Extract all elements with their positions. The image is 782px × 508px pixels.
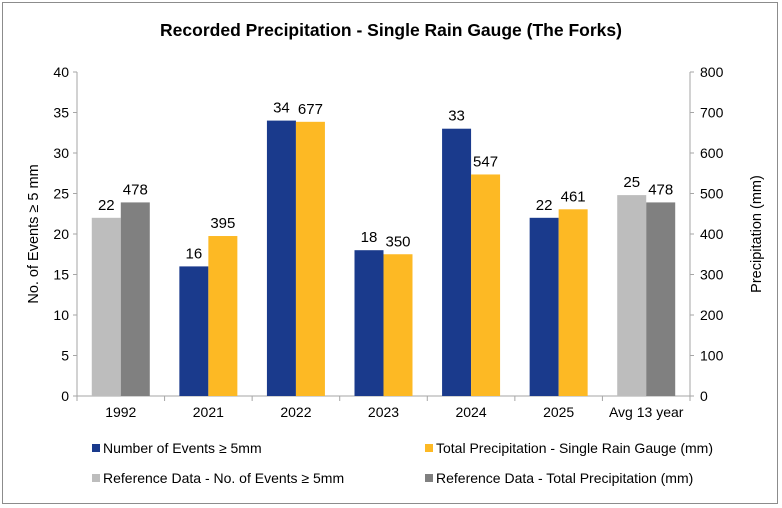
data-label: 547 xyxy=(473,153,498,170)
y-left-tick-label: 10 xyxy=(53,307,69,323)
data-label: 350 xyxy=(385,233,410,250)
data-label: 22 xyxy=(536,197,553,214)
legend-item-1: Number of Events ≥ 5mm xyxy=(92,440,262,456)
y-left-tick-label: 15 xyxy=(53,267,69,283)
data-label: 33 xyxy=(448,108,465,125)
bar-1 xyxy=(179,266,209,396)
data-label: 478 xyxy=(648,181,673,198)
data-label: 478 xyxy=(123,181,148,198)
y-left-tick-label: 20 xyxy=(53,226,69,242)
y-left-tick-label: 5 xyxy=(61,348,69,364)
x-tick-label: 2023 xyxy=(368,404,399,420)
bar-2 xyxy=(471,174,501,396)
data-label: 677 xyxy=(298,101,323,118)
bar-2 xyxy=(295,121,325,396)
bar-2 xyxy=(383,254,413,396)
x-tick-label: Avg 13 year xyxy=(609,404,684,420)
bar-4 xyxy=(120,202,150,396)
y-right-tick-label: 600 xyxy=(700,145,724,161)
y-axis-right-label: Precipitation (mm) xyxy=(749,175,765,293)
legend-label: Reference Data - Total Precipitation (mm… xyxy=(436,470,694,486)
chart-title: Recorded Precipitation - Single Rain Gau… xyxy=(160,20,622,40)
x-tick-label: 2024 xyxy=(455,404,486,420)
data-label: 22 xyxy=(98,197,115,214)
data-label: 34 xyxy=(273,100,290,117)
legend-label: Number of Events ≥ 5mm xyxy=(103,440,262,456)
legend-swatch xyxy=(92,444,100,452)
legend-item-2: Total Precipitation - Single Rain Gauge … xyxy=(425,440,713,456)
legend-swatch xyxy=(425,444,433,452)
y-axis-left-label: No. of Events ≥ 5 mm xyxy=(26,164,42,303)
y-right-tick-label: 100 xyxy=(700,348,724,364)
bar-1 xyxy=(529,217,559,396)
data-label: 18 xyxy=(361,229,378,246)
data-label: 461 xyxy=(561,188,586,205)
y-right-tick-label: 700 xyxy=(700,105,724,121)
y-left-tick-label: 0 xyxy=(61,388,69,404)
y-right-tick-label: 400 xyxy=(700,226,724,242)
y-right-tick-label: 200 xyxy=(700,307,724,323)
x-tick-label: 2025 xyxy=(543,404,574,420)
legend-item-4: Reference Data - Total Precipitation (mm… xyxy=(425,470,693,486)
bar-3 xyxy=(91,217,121,396)
bar-1 xyxy=(266,120,296,396)
legend-swatch xyxy=(425,474,433,482)
y-right-tick-label: 300 xyxy=(700,267,724,283)
legend-swatch xyxy=(92,474,100,482)
data-label: 395 xyxy=(210,215,235,232)
y-left-tick-label: 35 xyxy=(53,105,69,121)
legend-label: Reference Data - No. of Events ≥ 5mm xyxy=(103,470,345,486)
legend-label: Total Precipitation - Single Rain Gauge … xyxy=(436,440,714,456)
y-left-tick-label: 25 xyxy=(53,186,69,202)
bar-4 xyxy=(646,202,676,396)
legend-item-3: Reference Data - No. of Events ≥ 5mm xyxy=(92,470,344,486)
bar-2 xyxy=(208,236,238,396)
bar-3 xyxy=(617,195,647,396)
bar-1 xyxy=(354,250,384,396)
data-label: 25 xyxy=(623,174,640,191)
data-label: 16 xyxy=(186,245,203,262)
y-left-tick-label: 40 xyxy=(53,64,69,80)
x-tick-label: 2022 xyxy=(280,404,311,420)
y-right-tick-label: 0 xyxy=(700,388,708,404)
y-right-tick-label: 800 xyxy=(700,64,724,80)
bar-1 xyxy=(442,128,472,396)
x-tick-label: 1992 xyxy=(105,404,136,420)
x-tick-label: 2021 xyxy=(193,404,224,420)
y-right-tick-label: 500 xyxy=(700,186,724,202)
y-left-tick-label: 30 xyxy=(53,145,69,161)
bar-2 xyxy=(558,209,588,396)
